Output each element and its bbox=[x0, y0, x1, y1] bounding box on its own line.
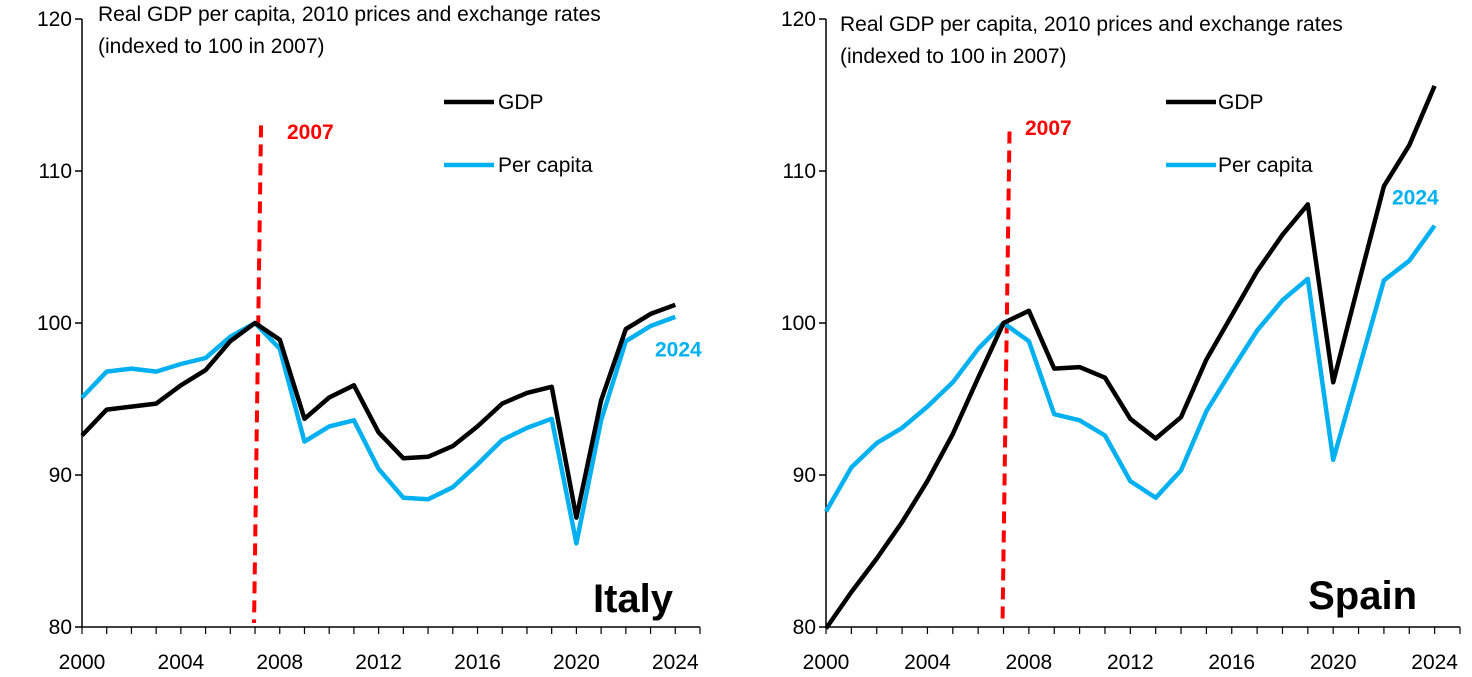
end-label-2024: 2024 bbox=[1392, 186, 1439, 209]
marker-line-2007 bbox=[252, 125, 264, 624]
x-tick-label: 2012 bbox=[1107, 651, 1154, 674]
y-tick-label: 100 bbox=[781, 312, 816, 335]
x-tick-label: 2008 bbox=[1006, 651, 1053, 674]
chart-subtitle-line1: Real GDP per capita, 2010 prices and exc… bbox=[840, 13, 1343, 36]
italy-chart: 80 90 100 110 120 2000 2004 2008 2012 2016 2020 202… bbox=[37, 3, 702, 674]
series-line-gdp bbox=[80, 302, 677, 520]
legend-label-per-capita: Per capita bbox=[1218, 154, 1313, 177]
y-tick-label: 110 bbox=[39, 160, 72, 183]
y-tick-label: 90 bbox=[793, 464, 816, 487]
x-tick-label: 2024 bbox=[1411, 651, 1458, 674]
y-tick-label: 100 bbox=[37, 312, 72, 335]
x-tick-label: 2020 bbox=[553, 651, 600, 674]
y-tick-label: 80 bbox=[793, 616, 816, 639]
marker-label-2007: 2007 bbox=[1025, 117, 1072, 140]
country-label: Spain bbox=[1308, 574, 1417, 618]
series-line-per-capita bbox=[824, 224, 1437, 513]
legend-label-gdp: GDP bbox=[498, 91, 544, 114]
chart-subtitle-line2: (indexed to 100 in 2007) bbox=[98, 35, 325, 58]
x-tick-label: 2020 bbox=[1310, 651, 1357, 674]
x-tick-label: 2000 bbox=[59, 651, 106, 674]
x-tick-label: 2004 bbox=[158, 651, 205, 674]
legend-label-gdp: GDP bbox=[1218, 91, 1264, 114]
axes: 80 90 100 110 120 2000 2004 2008 2012 2016 2020 202… bbox=[781, 8, 1461, 674]
x-tick-label: 2024 bbox=[652, 651, 699, 674]
y-tick-label: 120 bbox=[781, 8, 816, 31]
end-label-2024: 2024 bbox=[655, 338, 702, 361]
country-label: Italy bbox=[593, 577, 674, 621]
spain-chart: 80 90 100 110 120 2000 2004 2008 2012 2016 2020 202… bbox=[781, 8, 1461, 674]
marker-label-2007: 2007 bbox=[287, 121, 334, 144]
x-tick-label: 2004 bbox=[904, 651, 951, 674]
legend-label-per-capita: Per capita bbox=[498, 154, 593, 177]
x-tick-label: 2016 bbox=[1208, 651, 1255, 674]
x-tick-label: 2012 bbox=[355, 651, 402, 674]
marker-line-2007 bbox=[1000, 131, 1012, 624]
x-tick-label: 2008 bbox=[256, 651, 303, 674]
chart-panel-spain: 80 90 100 110 120 2000 2004 2008 2012 2016 2020 202… bbox=[736, 0, 1472, 677]
x-tick-label: 2016 bbox=[454, 651, 501, 674]
chart-subtitle-line2: (indexed to 100 in 2007) bbox=[840, 45, 1067, 68]
chart-panel-italy: 80 90 100 110 120 2000 2004 2008 2012 2016 2020 202… bbox=[37, 3, 702, 674]
y-tick-label: 90 bbox=[49, 464, 72, 487]
y-tick-label: 110 bbox=[783, 160, 816, 183]
series-line-per-capita bbox=[80, 314, 677, 546]
series-line-gdp bbox=[824, 85, 1437, 630]
y-tick-label: 80 bbox=[49, 616, 72, 639]
chart-subtitle-line1: Real GDP per capita, 2010 prices and exc… bbox=[98, 3, 601, 26]
y-tick-label: 120 bbox=[37, 8, 72, 31]
axes: 80 90 100 110 120 2000 2004 2008 2012 2016 2020 202… bbox=[37, 8, 701, 674]
x-tick-label: 2000 bbox=[803, 651, 850, 674]
